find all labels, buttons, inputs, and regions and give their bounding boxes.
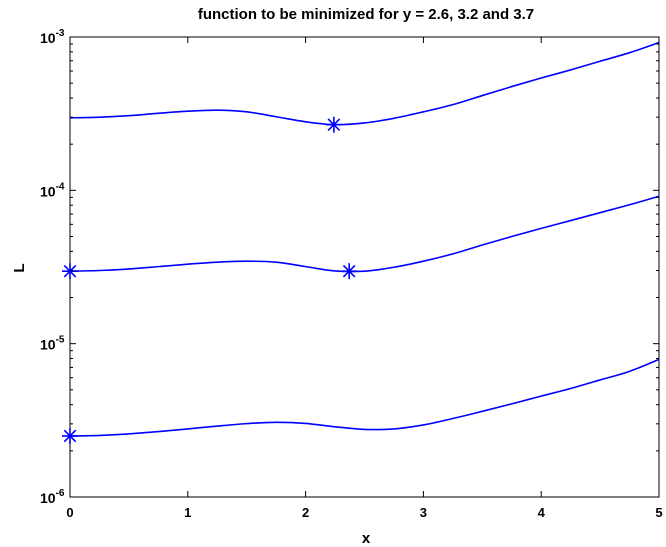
- y-tick-label: 10-3: [40, 28, 65, 46]
- x-tick-label: 1: [184, 505, 191, 520]
- series-line-1: [69, 41, 660, 126]
- x-tick-label: 5: [655, 505, 662, 520]
- x-tick-label: 3: [420, 505, 427, 520]
- x-axis: 0 1 2 3 4 5: [66, 37, 663, 520]
- minimum-marker-1: [325, 116, 342, 133]
- minimum-marker-3: [62, 427, 78, 444]
- x-tick-label: 4: [538, 505, 546, 520]
- y-axis-label: L: [11, 263, 28, 272]
- marker-group: [62, 116, 358, 444]
- y-tick-label: 10-5: [40, 335, 65, 353]
- plot-area: [69, 36, 660, 498]
- x-tick-label: 0: [66, 505, 73, 520]
- y-tick-label: 10-6: [40, 488, 65, 506]
- start-marker-2: [62, 263, 78, 280]
- series-group: [69, 41, 660, 437]
- series-line-3: [69, 358, 660, 437]
- y-axis: 10-6 10-5 10-4 10-3: [40, 28, 659, 506]
- series-line-2: [69, 195, 660, 273]
- minimum-marker-2: [341, 263, 358, 280]
- x-axis-label: x: [362, 530, 371, 547]
- chart-title: function to be minimized for y = 2.6, 3.…: [198, 6, 534, 23]
- y-tick-label: 10-4: [40, 181, 65, 199]
- x-tick-label: 2: [302, 505, 309, 520]
